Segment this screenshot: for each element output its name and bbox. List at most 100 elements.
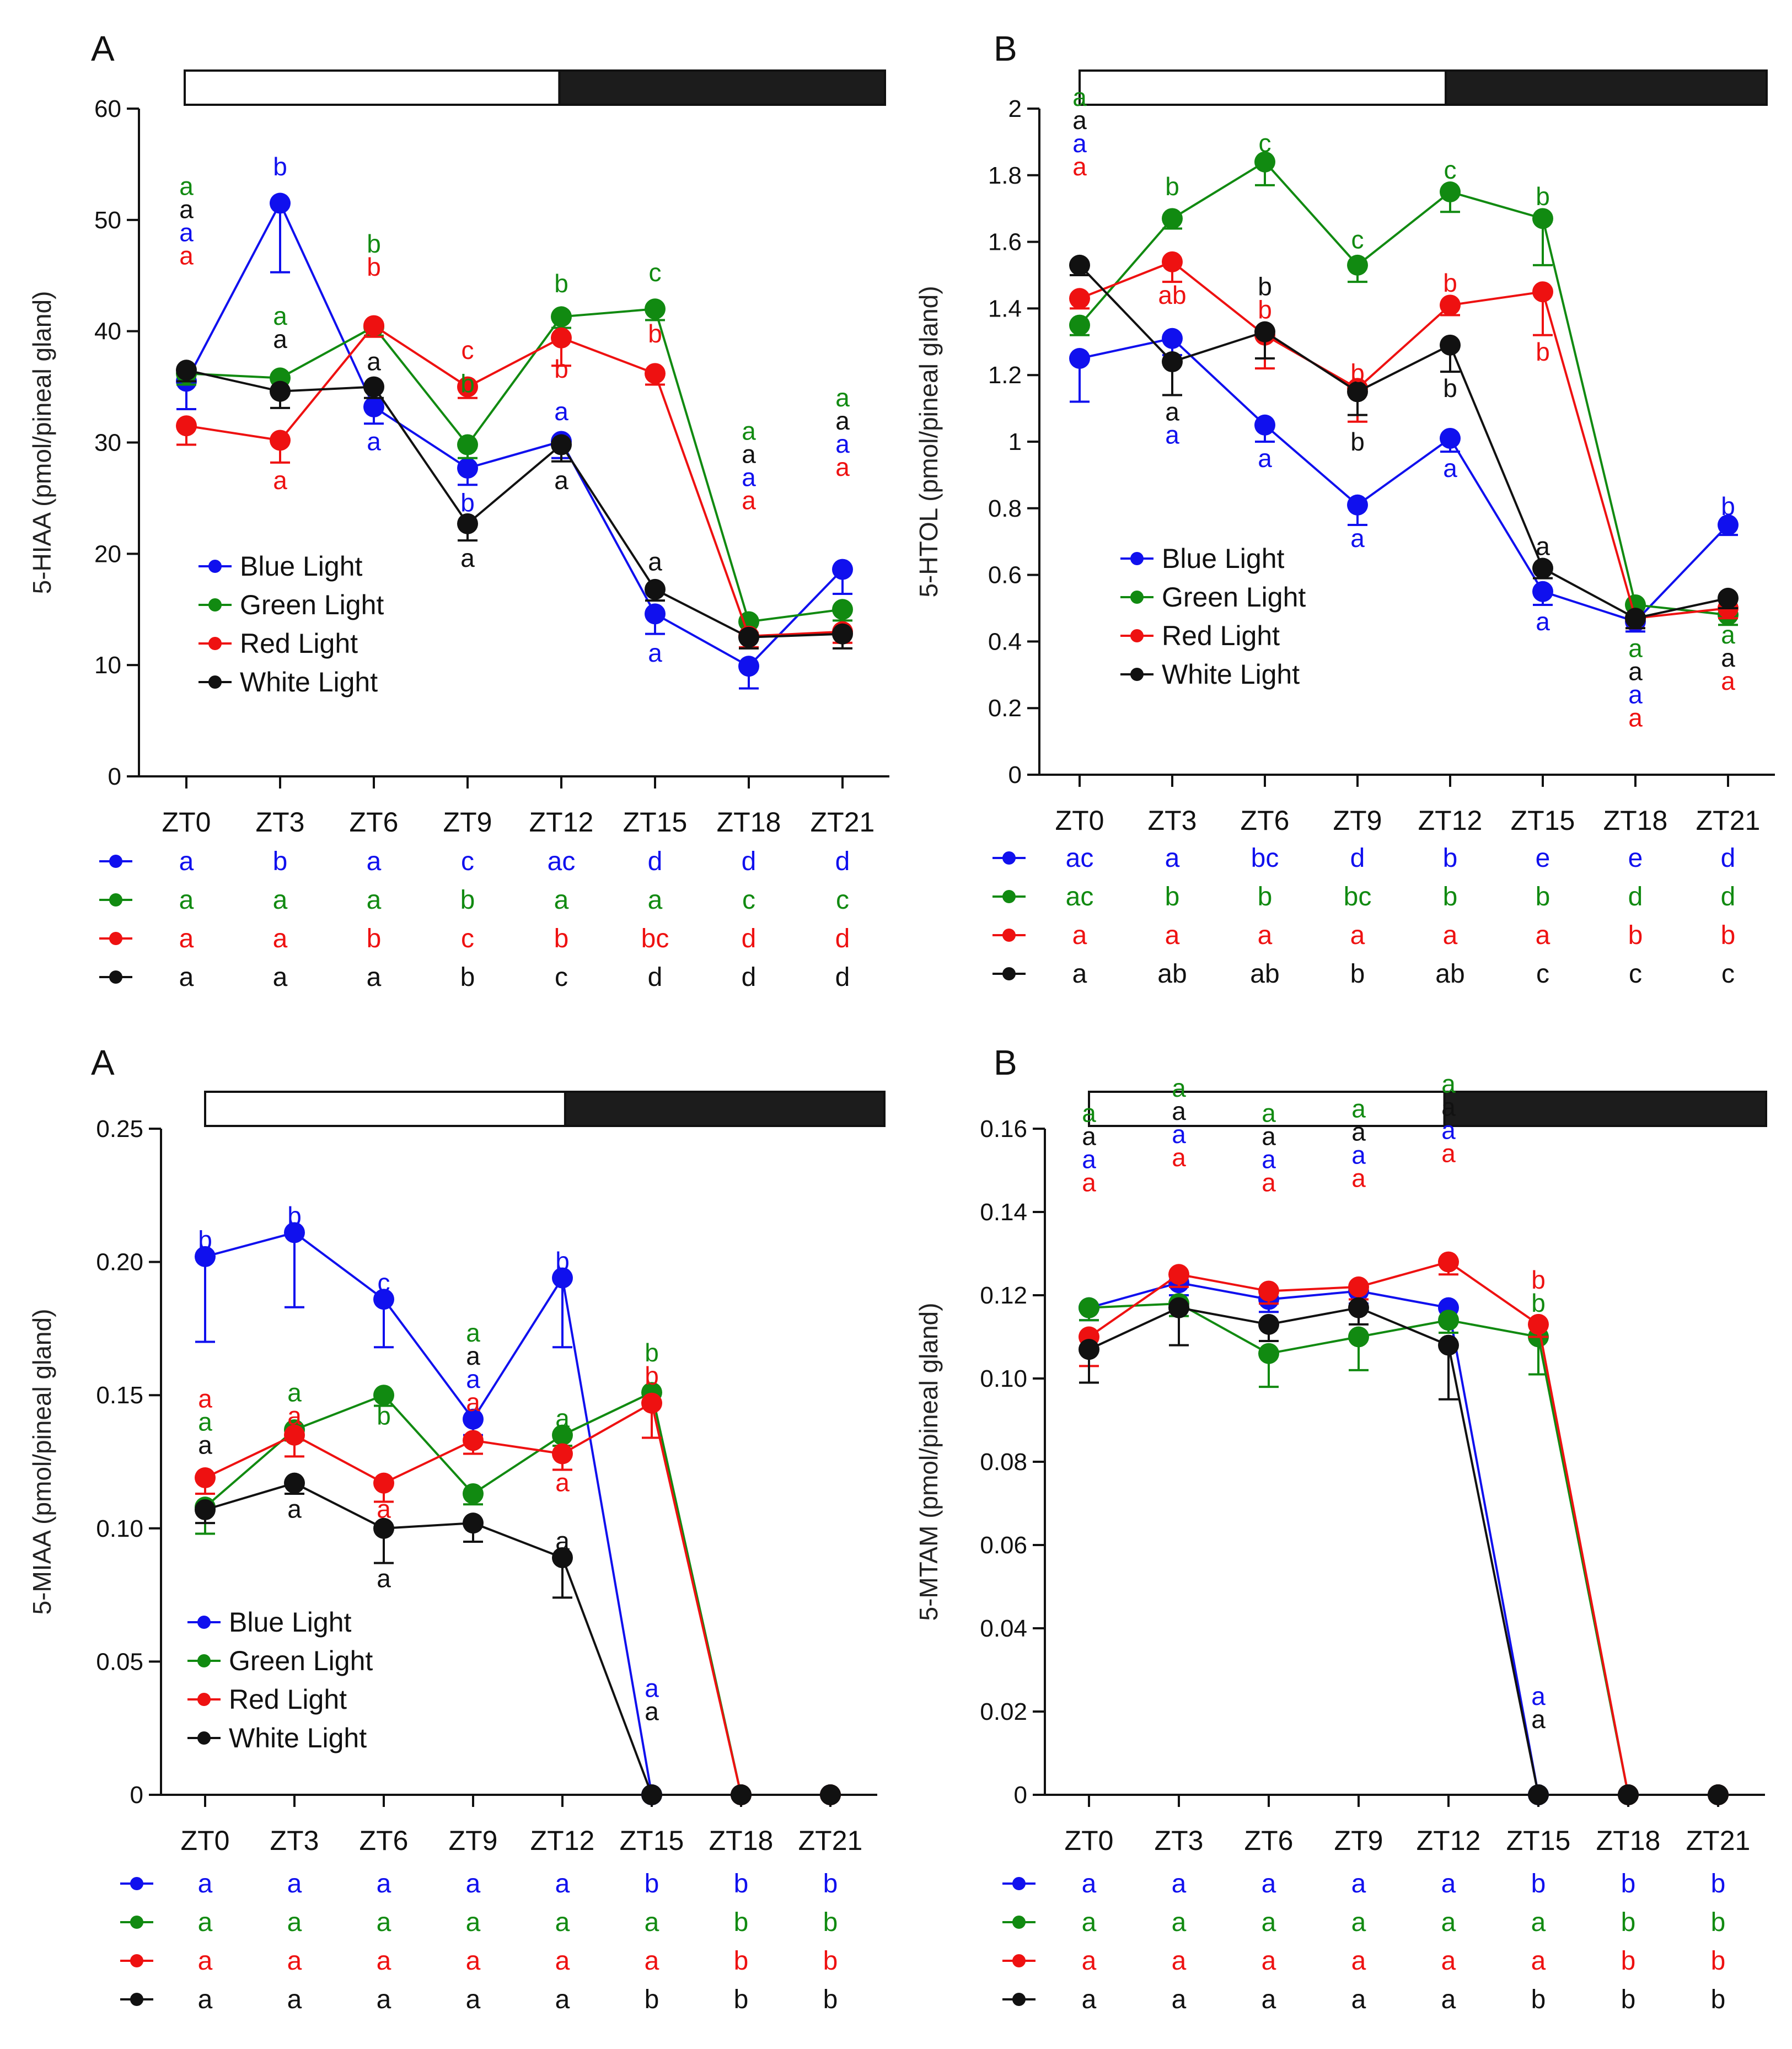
stats-letter: a <box>1351 1869 1366 1898</box>
stats-letter: a <box>1351 1908 1366 1937</box>
stats-letter: b <box>1711 1869 1726 1898</box>
significance-letter: a <box>1082 1168 1096 1197</box>
series-black <box>176 360 853 650</box>
stats-row-red: a a b c b bc d d <box>99 924 850 953</box>
significance-letter: a <box>273 302 287 330</box>
stats-row-marker <box>130 1993 143 2006</box>
significance-letter: a <box>198 1408 212 1436</box>
significance-letter: c <box>1259 129 1271 158</box>
stats-letter: a <box>198 1946 213 1976</box>
significance-letter: a <box>645 1697 659 1726</box>
y-tick-label: 0 <box>1008 761 1022 789</box>
significance-letter: a <box>645 1674 659 1703</box>
stats-letter: a <box>1351 1985 1366 2014</box>
significance-letter: b <box>1536 337 1550 366</box>
data-point <box>373 1517 394 1539</box>
stats-letter: a <box>367 886 382 915</box>
legend-item: Blue Light <box>1120 543 1284 574</box>
data-point <box>457 457 478 479</box>
stats-letter: a <box>645 1946 659 1976</box>
stats-row-marker <box>109 932 122 945</box>
significance-letter: a <box>1531 1705 1546 1734</box>
stats-letter: bc <box>1344 882 1372 911</box>
significance-letter: a <box>273 466 287 495</box>
stats-letter: a <box>1172 1946 1187 1976</box>
legend-item: Green Light <box>198 589 384 620</box>
significance-letter: b <box>460 369 475 398</box>
stats-letter: a <box>1262 1946 1276 1976</box>
y-tick-label: 1.6 <box>988 229 1022 256</box>
significance-letter: a <box>1721 643 1735 672</box>
series-line <box>205 1401 830 1796</box>
stats-letter: a <box>377 1946 391 1976</box>
x-tick-label: ZT6 <box>1241 805 1290 836</box>
stats-letter: b <box>1531 1869 1546 1898</box>
stats-letter: a <box>1443 921 1458 950</box>
stats-letter: c <box>1721 959 1735 989</box>
legend-item: Red Light <box>187 1684 347 1715</box>
stats-letter: a <box>1441 1908 1456 1937</box>
x-tick-label: ZT9 <box>449 1825 498 1856</box>
stats-letter: d <box>742 924 756 953</box>
stats-letter: b <box>645 1869 659 1898</box>
legend-marker <box>208 560 222 573</box>
legend-marker <box>197 1616 211 1629</box>
light-phase-bar <box>1088 1091 1446 1127</box>
x-tick-label: ZT15 <box>1511 805 1575 836</box>
data-point <box>270 430 291 451</box>
y-tick-label: 0.12 <box>980 1282 1027 1309</box>
data-point <box>1069 314 1090 336</box>
significance-letter: b <box>1531 1289 1546 1317</box>
stats-letter: b <box>1711 1985 1726 2014</box>
significance-letter: a <box>1351 1095 1366 1123</box>
stats-letter: a <box>1441 1946 1456 1976</box>
stats-row-marker <box>1002 890 1016 903</box>
legend-label: Blue Light <box>229 1607 351 1638</box>
data-point <box>1438 1251 1459 1273</box>
legend-label: Blue Light <box>1162 543 1284 574</box>
y-tick-label: 40 <box>94 318 121 345</box>
stats-letter: b <box>1711 1946 1726 1976</box>
legend-marker <box>208 598 222 612</box>
legend-label: Green Light <box>1162 582 1306 613</box>
x-tick-label: ZT15 <box>1506 1825 1571 1856</box>
stats-letter: b <box>460 963 475 992</box>
data-point <box>1162 328 1183 349</box>
data-point <box>641 1784 662 1805</box>
stats-letter: a <box>179 847 194 876</box>
data-point <box>1079 1339 1099 1360</box>
stats-row-green: ac b b bc b b d d <box>992 882 1735 911</box>
dark-phase-bar <box>1445 69 1768 106</box>
stats-row-marker <box>1012 1954 1026 1967</box>
y-tick-label: 1.8 <box>988 162 1022 189</box>
data-point <box>176 360 197 381</box>
stats-letter: a <box>645 1908 659 1937</box>
stats-letter: b <box>1621 1869 1636 1898</box>
legend-item: Red Light <box>198 628 358 659</box>
series-line <box>1088 1260 1718 1796</box>
significance-letter: ab <box>1158 281 1186 309</box>
significance-letter: a <box>1721 620 1735 649</box>
data-point <box>1440 427 1461 449</box>
data-point <box>363 376 384 398</box>
legend-item: Blue Light <box>198 551 362 582</box>
stats-letter: b <box>1711 1908 1726 1937</box>
light-phase-bar <box>204 1091 566 1127</box>
stats-letter: bc <box>641 924 669 953</box>
stats-letter: a <box>1165 844 1180 873</box>
x-tick-label: ZT0 <box>181 1825 230 1856</box>
y-tick-label: 0.08 <box>980 1449 1027 1476</box>
series-line <box>1079 337 1729 623</box>
y-tick-label: 0.04 <box>980 1615 1027 1642</box>
significance-letter: b <box>555 1247 570 1275</box>
light-phase-bar <box>184 69 561 106</box>
stats-letter: a <box>1351 1946 1366 1976</box>
y-tick-label: 1.4 <box>988 295 1022 322</box>
data-point <box>1438 1310 1459 1331</box>
legend-item: White Light <box>198 667 378 698</box>
significance-letter: a <box>466 1342 480 1370</box>
significance-letter: a <box>198 1385 212 1413</box>
